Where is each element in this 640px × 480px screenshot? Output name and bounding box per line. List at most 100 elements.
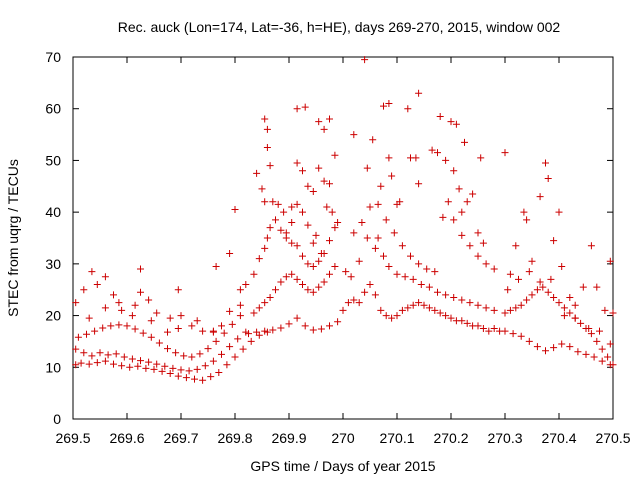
data-point: [380, 102, 387, 110]
data-point: [191, 375, 198, 383]
data-point: [193, 365, 201, 373]
data-point: [404, 105, 412, 113]
data-point: [309, 288, 317, 296]
data-point: [147, 333, 155, 341]
data-point: [560, 312, 568, 320]
data-point: [542, 159, 549, 167]
data-point: [415, 180, 423, 188]
data-point: [218, 350, 225, 358]
x-tick-label: 270.1: [379, 430, 414, 446]
data-point: [447, 118, 455, 126]
y-tick-label: 70: [45, 49, 61, 65]
data-point: [558, 262, 566, 270]
data-point: [285, 320, 293, 328]
data-point: [104, 351, 112, 359]
data-point: [466, 299, 474, 307]
data-point: [326, 180, 333, 188]
data-point: [428, 146, 436, 154]
data-point: [404, 304, 412, 312]
data-point: [309, 239, 317, 247]
data-point: [385, 100, 393, 108]
data-point: [226, 250, 234, 258]
data-points: [72, 56, 617, 384]
data-point: [231, 206, 239, 214]
data-point: [463, 198, 471, 206]
data-point: [223, 361, 231, 369]
data-point: [558, 340, 566, 348]
data-point: [80, 286, 88, 294]
data-point: [153, 309, 161, 317]
data-point: [361, 56, 369, 64]
data-point: [293, 105, 301, 113]
data-point: [220, 329, 228, 337]
data-point: [266, 162, 274, 170]
data-point: [331, 224, 339, 232]
data-point: [550, 293, 558, 301]
data-point: [304, 182, 312, 190]
data-point: [309, 326, 317, 334]
data-point: [72, 299, 80, 307]
data-point: [250, 309, 258, 317]
data-point: [504, 286, 512, 294]
data-point: [382, 312, 390, 320]
data-point: [199, 327, 207, 335]
data-point: [528, 257, 536, 265]
data-point: [380, 252, 387, 260]
data-point: [328, 208, 336, 216]
data-point: [593, 337, 601, 345]
y-tick-label: 10: [45, 359, 61, 375]
data-point: [112, 350, 120, 358]
data-point: [423, 265, 431, 273]
data-point: [110, 291, 117, 299]
data-point: [587, 242, 595, 250]
y-tick-label: 20: [45, 308, 61, 324]
data-point: [461, 138, 468, 146]
data-point: [331, 151, 339, 159]
data-point: [293, 275, 301, 283]
data-point: [431, 306, 439, 314]
data-point: [282, 234, 290, 242]
x-tick-label: 270.5: [595, 430, 630, 446]
data-point: [393, 312, 401, 320]
data-point: [355, 257, 363, 265]
data-point: [263, 144, 271, 151]
data-point: [226, 307, 234, 315]
data-point: [606, 361, 614, 369]
data-point: [188, 322, 196, 330]
data-point: [304, 286, 312, 294]
data-point: [350, 296, 358, 304]
data-point: [263, 234, 271, 242]
x-tick-label: 270: [331, 430, 355, 446]
data-point: [85, 314, 93, 322]
data-point: [245, 330, 252, 338]
data-point: [201, 362, 209, 370]
data-point: [525, 337, 533, 345]
data-point: [604, 353, 612, 361]
data-point: [450, 216, 458, 224]
data-point: [485, 327, 493, 335]
data-point: [555, 299, 563, 307]
data-point: [299, 281, 306, 289]
data-point: [180, 352, 188, 360]
data-point: [512, 304, 520, 312]
data-point: [196, 350, 204, 358]
data-point: [315, 283, 323, 291]
data-point: [115, 299, 123, 307]
data-point: [474, 252, 482, 260]
data-point: [193, 317, 201, 325]
data-point: [312, 231, 320, 239]
data-point: [320, 125, 328, 133]
data-point: [301, 322, 309, 330]
data-point: [528, 291, 536, 299]
data-point: [533, 343, 541, 351]
data-point: [261, 198, 269, 206]
data-point: [339, 306, 347, 314]
data-point: [277, 226, 285, 234]
data-point: [366, 281, 374, 289]
data-point: [177, 312, 185, 320]
data-point: [269, 326, 277, 334]
data-point: [315, 257, 323, 265]
data-point: [452, 120, 460, 128]
data-point: [598, 345, 606, 353]
data-point: [99, 324, 107, 332]
